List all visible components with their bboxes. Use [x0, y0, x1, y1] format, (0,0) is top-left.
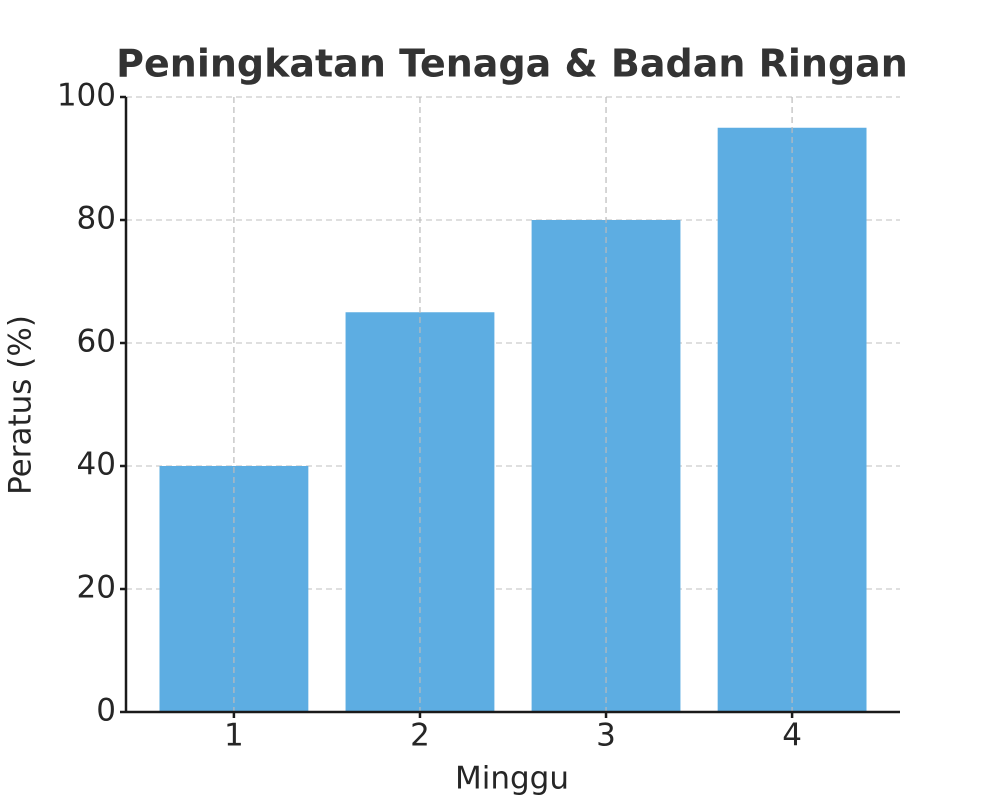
y-axis-label: Peratus (%) [3, 315, 39, 495]
bar-layer [159, 127, 867, 712]
x-tick-label: 1 [224, 718, 244, 754]
x-tick-label: 4 [782, 718, 802, 754]
y-tick-label: 60 [77, 324, 116, 360]
x-grid-layer [233, 97, 793, 712]
y-tick-label: 0 [96, 693, 116, 729]
y-tick-label: 40 [77, 447, 116, 483]
y-tick-label: 20 [77, 570, 116, 606]
y-tick-label: 80 [77, 201, 116, 237]
y-tick-label: 100 [57, 78, 116, 114]
x-tick-label: 2 [410, 718, 430, 754]
x-axis-label: Minggu [455, 761, 569, 797]
x-tick-label: 3 [596, 718, 616, 754]
chart-title: Peningkatan Tenaga & Badan Ringan [116, 42, 908, 86]
